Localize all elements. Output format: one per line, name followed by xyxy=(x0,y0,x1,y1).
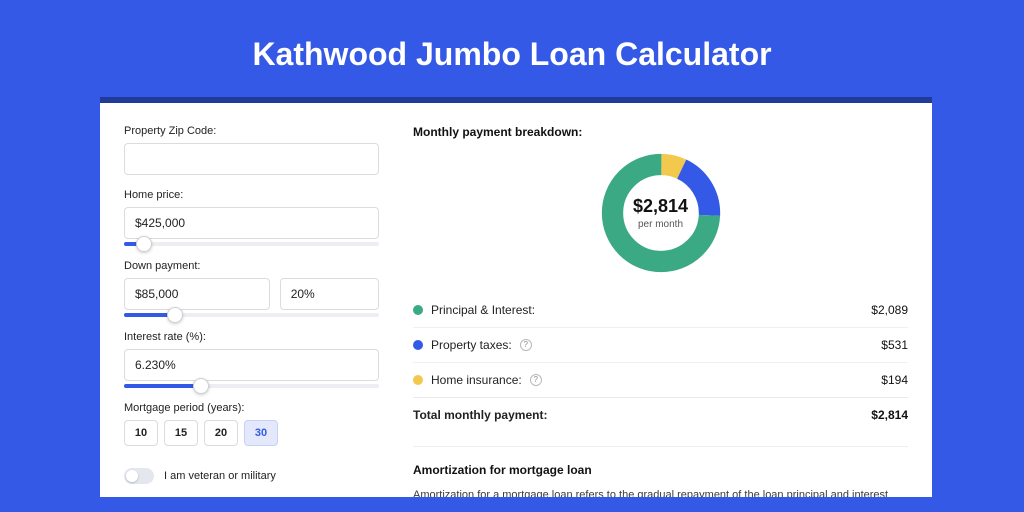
slider-thumb[interactable] xyxy=(167,307,183,323)
page-title: Kathwood Jumbo Loan Calculator xyxy=(0,0,1024,97)
info-icon[interactable]: ? xyxy=(520,339,532,351)
rate-label: Interest rate (%): xyxy=(124,331,379,343)
period-label: Mortgage period (years): xyxy=(124,402,379,414)
info-icon[interactable]: ? xyxy=(530,374,542,386)
zip-label: Property Zip Code: xyxy=(124,125,379,137)
principal-dot-icon xyxy=(413,305,423,315)
principal-label: Principal & Interest: xyxy=(431,303,535,317)
amortization-text: Amortization for a mortgage loan refers … xyxy=(413,487,908,497)
price-input[interactable] xyxy=(124,207,379,239)
period-option-20[interactable]: 20 xyxy=(204,420,238,446)
breakdown-heading: Monthly payment breakdown: xyxy=(413,125,908,139)
insurance-value: $194 xyxy=(881,373,908,387)
rate-slider[interactable] xyxy=(124,384,379,388)
period-option-30[interactable]: 30 xyxy=(244,420,278,446)
period-option-10[interactable]: 10 xyxy=(124,420,158,446)
down-slider[interactable] xyxy=(124,313,379,317)
amortization-section: Amortization for mortgage loan Amortizat… xyxy=(413,446,908,497)
rate-input[interactable] xyxy=(124,349,379,381)
insurance-label: Home insurance: xyxy=(431,373,522,387)
down-amount-input[interactable] xyxy=(124,278,270,310)
amortization-title: Amortization for mortgage loan xyxy=(413,463,908,477)
taxes-dot-icon xyxy=(413,340,423,350)
down-label: Down payment: xyxy=(124,260,379,272)
breakdown-row-principal: Principal & Interest: $2,089 xyxy=(413,293,908,327)
slider-thumb[interactable] xyxy=(193,378,209,394)
price-label: Home price: xyxy=(124,189,379,201)
payment-donut-chart: $2,814 per month xyxy=(597,149,725,277)
veteran-toggle[interactable] xyxy=(124,468,154,484)
breakdown-row-taxes: Property taxes:? $531 xyxy=(413,327,908,362)
total-row: Total monthly payment: $2,814 xyxy=(413,397,908,432)
total-value: $2,814 xyxy=(871,408,908,422)
insurance-dot-icon xyxy=(413,375,423,385)
period-option-15[interactable]: 15 xyxy=(164,420,198,446)
breakdown-column: Monthly payment breakdown: $2,814 per mo… xyxy=(413,125,908,497)
price-slider[interactable] xyxy=(124,242,379,246)
veteran-label: I am veteran or military xyxy=(164,470,276,482)
slider-thumb[interactable] xyxy=(136,236,152,252)
inputs-column: Property Zip Code: Home price: Down paym… xyxy=(124,125,379,497)
zip-input[interactable] xyxy=(124,143,379,175)
donut-amount: $2,814 xyxy=(633,196,688,217)
breakdown-row-insurance: Home insurance:? $194 xyxy=(413,362,908,397)
donut-subtext: per month xyxy=(638,219,683,230)
total-label: Total monthly payment: xyxy=(413,408,547,422)
principal-value: $2,089 xyxy=(871,303,908,317)
period-options: 10152030 xyxy=(124,420,379,446)
taxes-label: Property taxes: xyxy=(431,338,512,352)
taxes-value: $531 xyxy=(881,338,908,352)
down-percent-input[interactable] xyxy=(280,278,379,310)
calculator-card: Property Zip Code: Home price: Down paym… xyxy=(100,97,932,497)
